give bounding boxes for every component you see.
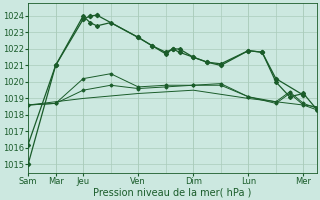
X-axis label: Pression niveau de la mer( hPa ): Pression niveau de la mer( hPa ) [93, 187, 252, 197]
